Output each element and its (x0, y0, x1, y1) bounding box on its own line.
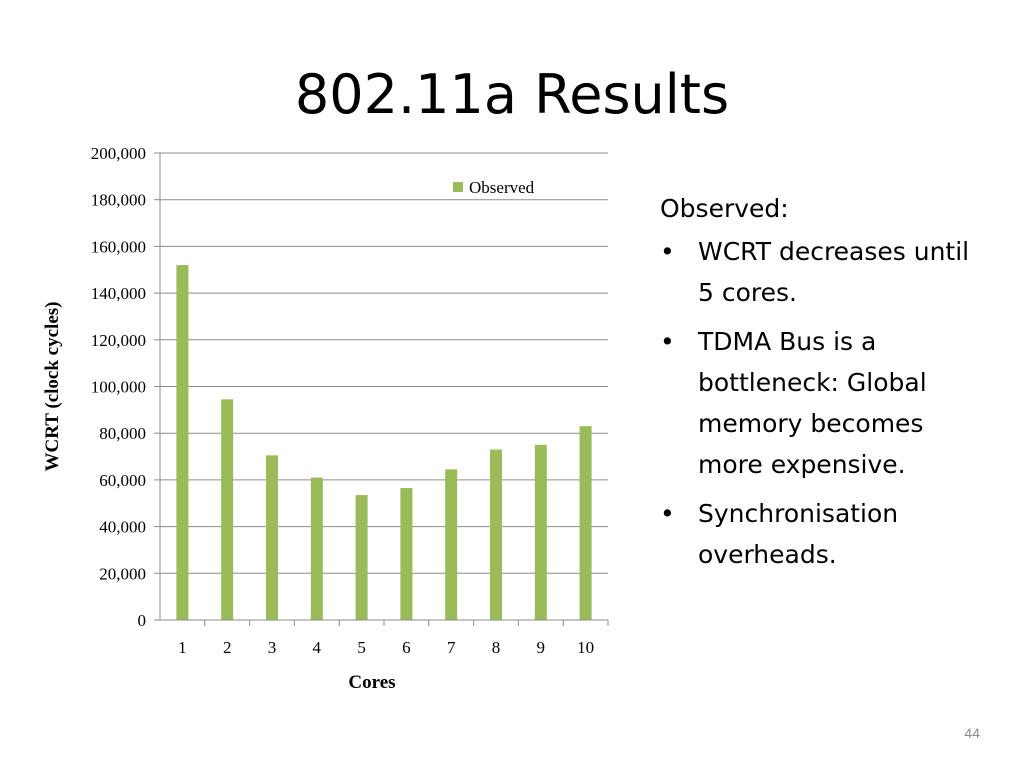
y-tick-label: 20,000 (99, 564, 146, 583)
bar-observed-6 (400, 488, 413, 620)
chart-axes (154, 152, 609, 626)
bar-observed-3 (266, 455, 278, 620)
bar-observed-8 (490, 449, 502, 620)
bullet-icon: • (660, 499, 675, 528)
y-tick-label: 180,000 (91, 191, 146, 210)
y-tick-labels: 0 20,000 40,000 60,000 80,000 100,000 120,000 1… (91, 144, 146, 630)
bar-observed-4 (310, 477, 323, 620)
x-tick-label: 4 (313, 638, 322, 657)
observation-item: • Synchronisation overheads. (660, 493, 990, 575)
x-tick-label: 9 (537, 638, 546, 657)
legend-label: Observed (469, 178, 535, 197)
chart-gridlines (160, 152, 608, 574)
observations-list: • WCRT decreases until 5 cores. • TDMA B… (660, 231, 990, 575)
bar-observed-7 (445, 469, 458, 620)
observation-item: • WCRT decreases until 5 cores. (660, 231, 990, 313)
x-axis-title: Cores (348, 672, 395, 693)
x-tick-label: 6 (402, 638, 411, 657)
observation-text: TDMA Bus is a bottleneck: Global memory … (698, 327, 927, 479)
y-tick-label: 100,000 (91, 378, 146, 397)
observation-text: Synchronisation overheads. (698, 499, 899, 569)
y-tick-label: 80,000 (99, 424, 146, 443)
x-tick-label: 2 (223, 638, 232, 657)
observation-item: • TDMA Bus is a bottleneck: Global memor… (660, 321, 990, 485)
x-tick-label: 8 (492, 638, 501, 657)
observations-panel: Observed: • WCRT decreases until 5 cores… (660, 188, 990, 583)
y-tick-label: 140,000 (91, 284, 146, 303)
x-tick-label: 1 (178, 638, 187, 657)
x-tick-label: 3 (268, 638, 277, 657)
y-tick-label: 0 (138, 611, 147, 630)
slide-title: 802.11a Results (294, 63, 730, 126)
slide-number: 44 (964, 725, 980, 741)
bar-observed-2 (221, 399, 234, 620)
bar-observed-5 (355, 495, 368, 620)
x-tick-labels: 1 2 3 4 5 6 7 8 9 10 (178, 638, 594, 657)
y-tick-label: 40,000 (99, 518, 146, 537)
chart-bars (176, 265, 592, 620)
observations-heading: Observed: (660, 194, 789, 223)
observation-text: WCRT decreases until 5 cores. (698, 237, 970, 307)
y-axis-title: WCRT (clock cycles) (42, 302, 63, 472)
bar-observed-9 (534, 444, 547, 620)
bullet-icon: • (660, 237, 675, 266)
bar-observed-1 (176, 265, 189, 620)
x-tick-label: 5 (357, 638, 366, 657)
bar-observed-10 (579, 426, 592, 620)
y-tick-label: 120,000 (91, 331, 146, 350)
y-tick-label: 60,000 (99, 471, 146, 490)
x-tick-label: 7 (447, 638, 456, 657)
legend-swatch (453, 182, 463, 192)
y-tick-label: 200,000 (91, 144, 146, 163)
y-tick-label: 160,000 (91, 237, 146, 256)
x-tick-label: 10 (577, 638, 594, 657)
chart-legend: Observed (453, 178, 535, 197)
bullet-icon: • (660, 327, 675, 356)
